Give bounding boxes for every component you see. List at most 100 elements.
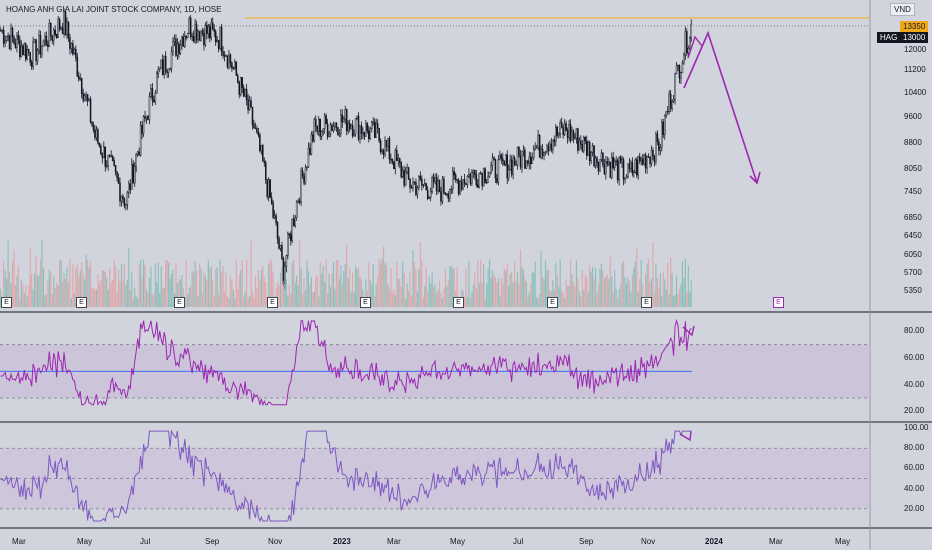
candle-body [466, 176, 469, 185]
candle-body [241, 77, 243, 88]
volume-bar [300, 268, 302, 307]
volume-bar [251, 291, 254, 307]
candle-body [41, 45, 43, 55]
volume-bar [622, 260, 625, 307]
candle-body [303, 175, 305, 184]
earnings-event-marker[interactable]: E [267, 297, 278, 308]
volume-bar [156, 282, 158, 307]
candle-body [686, 31, 688, 54]
candle-body [120, 195, 123, 202]
earnings-event-marker[interactable]: E [773, 297, 784, 308]
candle-body [347, 123, 349, 132]
candle-body [298, 200, 301, 203]
volume-bar [531, 272, 533, 307]
volume-bar [107, 290, 109, 307]
candle-body [571, 131, 573, 141]
candle-body [621, 159, 623, 163]
candle-body [326, 123, 329, 137]
volume-bar [154, 263, 156, 307]
candle-body [188, 17, 190, 34]
volume-bar [357, 267, 360, 307]
candle-body [540, 148, 542, 158]
candle-body [234, 61, 236, 68]
volume-bar [210, 267, 212, 307]
candle-body [515, 163, 517, 166]
earnings-event-marker[interactable]: E [360, 297, 371, 308]
candle-body [348, 123, 351, 130]
volume-bar [430, 283, 432, 307]
volume-bar [546, 270, 548, 307]
candle-body [36, 50, 39, 62]
candle-body [543, 152, 545, 156]
volume-bar [667, 262, 669, 307]
candle-body [450, 188, 453, 191]
volume-bar [402, 261, 404, 307]
volume-bar [343, 271, 345, 307]
volume-bar [385, 264, 388, 307]
volume-bar [81, 262, 83, 307]
earnings-event-marker[interactable]: E [76, 297, 87, 308]
currency-badge[interactable]: VND [890, 3, 915, 16]
volume-bar [675, 275, 678, 307]
volume-bar [235, 259, 237, 307]
volume-bar [63, 273, 65, 307]
volume-bar [441, 298, 444, 307]
candle-body [64, 11, 67, 35]
volume-bar [119, 281, 121, 307]
earnings-event-marker[interactable]: E [641, 297, 652, 308]
candle-body [403, 170, 405, 186]
earnings-event-marker[interactable]: E [453, 297, 464, 308]
candle-body [176, 43, 179, 56]
volume-bar [431, 272, 433, 307]
candle-body [158, 67, 161, 70]
candle-body [70, 43, 73, 49]
candle-body [413, 181, 416, 184]
candle-body [98, 142, 101, 147]
earnings-event-marker[interactable]: E [174, 297, 185, 308]
candle-body [547, 145, 550, 152]
volume-bar [220, 272, 223, 307]
candle-body [368, 130, 370, 139]
candle-body [593, 145, 595, 166]
volume-bar [281, 266, 283, 307]
candle-body [172, 41, 174, 53]
volume-bar [97, 274, 99, 307]
candle-body [468, 174, 470, 177]
earnings-event-marker[interactable]: E [547, 297, 558, 308]
candle-body [67, 21, 70, 38]
candle-body [11, 27, 14, 38]
price-tick-label: 5700 [904, 267, 922, 277]
candle-body [384, 140, 386, 155]
candle-body [434, 177, 436, 183]
candle-body [225, 55, 227, 57]
candle-body [583, 136, 585, 152]
volume-bar [82, 274, 84, 307]
candle-body [244, 89, 246, 97]
volume-bar [44, 295, 46, 307]
rsi-tick-label: 60.00 [904, 353, 925, 362]
candle-body [388, 138, 391, 160]
candle-body [577, 128, 579, 151]
volume-bar [321, 273, 323, 307]
volume-bar [218, 294, 220, 307]
volume-bar [425, 266, 427, 307]
candle-body [510, 159, 513, 175]
price-tick-label: 9600 [904, 111, 922, 121]
candle-body [472, 169, 475, 173]
volume-bar [419, 242, 421, 307]
volume-bar [290, 293, 292, 307]
volume-bar [244, 291, 246, 307]
candle-body [92, 124, 95, 131]
earnings-event-marker[interactable]: E [1, 297, 12, 308]
volume-bar [493, 274, 495, 307]
volume-bar [509, 274, 511, 307]
stoch-annotation-arrow [679, 430, 692, 442]
volume-bar [170, 273, 173, 307]
volume-bar [135, 296, 137, 307]
volume-bar [655, 264, 657, 307]
volume-bar [331, 273, 333, 307]
volume-bar [36, 275, 39, 307]
volume-bar [50, 272, 52, 307]
